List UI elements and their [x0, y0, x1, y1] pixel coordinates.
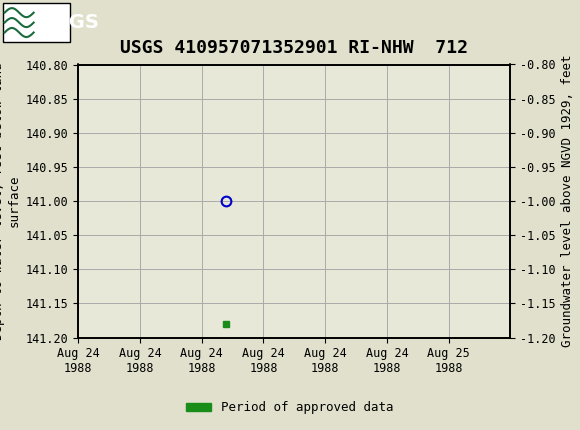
- Text: USGS: USGS: [39, 13, 99, 32]
- Y-axis label: Groundwater level above NGVD 1929, feet: Groundwater level above NGVD 1929, feet: [561, 55, 574, 347]
- FancyBboxPatch shape: [3, 3, 70, 43]
- Legend: Period of approved data: Period of approved data: [181, 396, 399, 419]
- Title: USGS 410957071352901 RI-NHW  712: USGS 410957071352901 RI-NHW 712: [120, 40, 468, 57]
- Y-axis label: Depth to water level, feet below land
surface: Depth to water level, feet below land su…: [0, 62, 20, 340]
